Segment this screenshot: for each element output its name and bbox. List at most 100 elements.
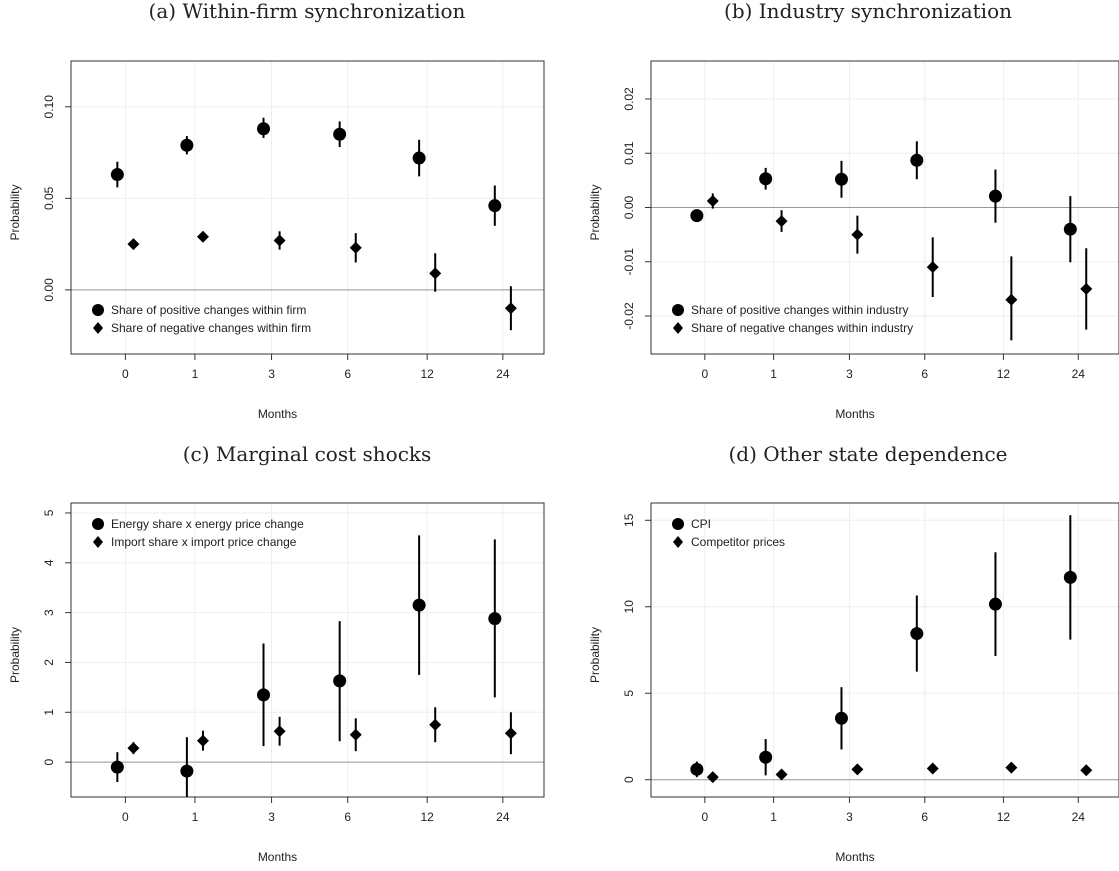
data-point-diamond xyxy=(926,762,939,775)
y-tick-label: 0.10 xyxy=(42,95,56,119)
data-point-circle xyxy=(257,122,271,136)
y-tick-label: 2 xyxy=(42,659,56,666)
legend-entry: CPI xyxy=(691,517,711,531)
x-tick-label: 24 xyxy=(496,367,510,381)
data-point-diamond xyxy=(1080,282,1093,295)
legend-marker-circle xyxy=(92,304,104,316)
data-point-diamond xyxy=(429,718,442,731)
legend-entry: Share of negative changes within firm xyxy=(111,321,311,335)
y-axis-label: Probability xyxy=(588,184,602,240)
data-point-circle xyxy=(488,612,502,626)
x-tick-label: 1 xyxy=(192,810,199,824)
x-tick-label: 3 xyxy=(846,367,853,381)
plot-frame xyxy=(70,60,545,355)
y-tick-label: 0.05 xyxy=(42,186,56,210)
data-point-circle xyxy=(412,598,426,612)
x-tick-label: 3 xyxy=(268,810,275,824)
x-tick-label: 12 xyxy=(997,367,1011,381)
data-point-diamond xyxy=(349,728,362,741)
data-point-circle xyxy=(1063,570,1077,584)
x-tick-label: 0 xyxy=(122,367,129,381)
legend-entry: Share of positive changes within industr… xyxy=(691,303,908,317)
y-tick-label: 0 xyxy=(622,776,636,783)
data-point-diamond xyxy=(1080,764,1093,777)
data-point-circle xyxy=(412,151,426,165)
y-tick-label: 0.00 xyxy=(42,278,56,302)
x-tick-label: 6 xyxy=(344,810,351,824)
data-point-circle xyxy=(988,597,1002,611)
x-tick-label: 1 xyxy=(192,367,199,381)
y-tick-label: 0 xyxy=(42,758,56,765)
data-point-circle xyxy=(333,127,347,141)
data-point-diamond xyxy=(273,234,286,247)
legend-marker-diamond xyxy=(673,322,683,334)
y-tick-label: -0.02 xyxy=(622,302,636,330)
legend-marker-diamond xyxy=(93,322,103,334)
x-tick-label: 3 xyxy=(268,367,275,381)
legend-marker-circle xyxy=(672,518,684,530)
y-tick-label: -0.01 xyxy=(622,248,636,276)
x-tick-label: 1 xyxy=(770,367,777,381)
data-point-circle xyxy=(690,762,704,776)
x-tick-label: 0 xyxy=(122,810,129,824)
panel-title: (b) Industry synchronization xyxy=(724,0,1012,23)
data-point-diamond xyxy=(127,238,140,251)
panel-d: (d) Other state dependence 0 5 10 15 0 1 3 6 12 24… xyxy=(588,442,1119,864)
legend-entry: Competitor prices xyxy=(691,535,785,549)
x-tick-label: 24 xyxy=(1072,810,1086,824)
data-point-circle xyxy=(333,674,347,688)
y-tick-label: 15 xyxy=(622,513,636,527)
data-point-circle xyxy=(180,138,194,152)
y-tick-label: 0.01 xyxy=(622,141,636,165)
y-tick-label: 4 xyxy=(42,559,56,566)
y-axis-label: Probability xyxy=(8,184,22,240)
panel-title: (c) Marginal cost shocks xyxy=(183,442,432,466)
data-point-diamond xyxy=(706,194,719,207)
data-point-diamond xyxy=(775,215,788,228)
data-point-circle xyxy=(180,764,194,778)
x-axis-label: Months xyxy=(835,850,874,864)
data-point-circle xyxy=(690,209,704,223)
plot-frame xyxy=(70,502,545,798)
legend-entry: Import share x import price change xyxy=(111,535,297,549)
data-point-circle xyxy=(834,172,848,186)
data-point-diamond xyxy=(851,763,864,776)
data-point-diamond xyxy=(1005,761,1018,774)
legend-marker-diamond xyxy=(93,536,103,548)
x-tick-label: 24 xyxy=(1072,367,1086,381)
y-tick-label: 5 xyxy=(42,509,56,516)
legend-marker-circle xyxy=(92,518,104,530)
y-axis-label: Probability xyxy=(8,627,22,683)
data-point-circle xyxy=(759,750,773,764)
data-point-circle xyxy=(988,189,1002,203)
y-axis-label: Probability xyxy=(588,627,602,683)
legend-marker-diamond xyxy=(673,536,683,548)
x-tick-label: 3 xyxy=(846,810,853,824)
plot-frame xyxy=(650,502,1119,798)
data-point-circle xyxy=(110,760,124,774)
data-point-diamond xyxy=(349,241,362,254)
y-tick-label: 5 xyxy=(622,690,636,697)
data-point-diamond xyxy=(851,228,864,241)
x-tick-label: 0 xyxy=(701,810,708,824)
x-tick-label: 6 xyxy=(921,810,928,824)
data-point-circle xyxy=(910,153,924,167)
data-point-diamond xyxy=(926,261,939,274)
x-tick-label: 12 xyxy=(420,367,434,381)
x-tick-label: 6 xyxy=(921,367,928,381)
legend-entry: Energy share x energy price change xyxy=(111,517,304,531)
y-tick-label: 3 xyxy=(42,609,56,616)
x-tick-label: 0 xyxy=(701,367,708,381)
data-point-diamond xyxy=(273,725,286,738)
y-tick-label: 1 xyxy=(42,709,56,716)
x-tick-label: 12 xyxy=(997,810,1011,824)
x-tick-label: 6 xyxy=(344,367,351,381)
data-point-circle xyxy=(257,688,271,702)
data-point-circle xyxy=(834,711,848,725)
data-point-diamond xyxy=(196,230,209,243)
data-point-diamond xyxy=(127,742,140,755)
panel-a: (a) Within-firm synchronization 0.00 0.05 0… xyxy=(8,0,545,421)
y-tick-label: 0.02 xyxy=(622,87,636,111)
